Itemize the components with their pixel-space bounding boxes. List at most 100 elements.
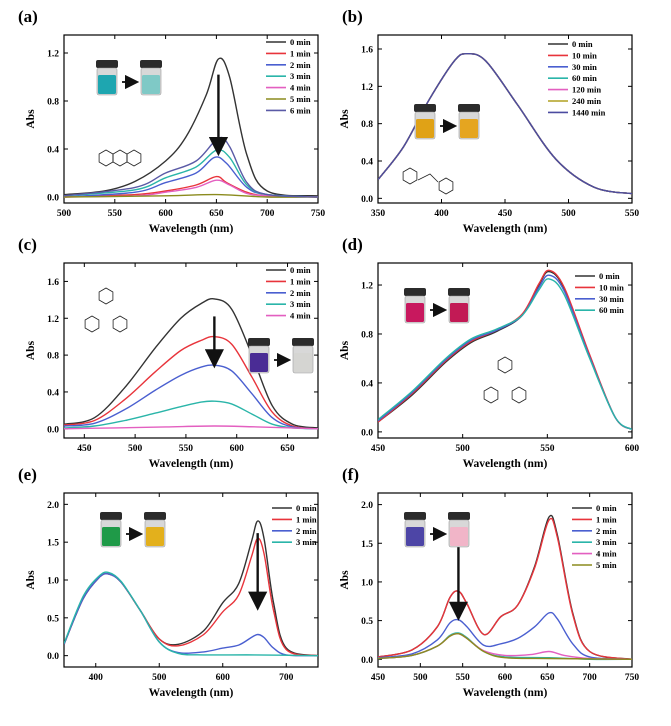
vial-cap bbox=[140, 60, 162, 68]
x-tick-label: 450 bbox=[77, 444, 92, 454]
panel-label: (e) bbox=[18, 465, 37, 484]
vial-after bbox=[448, 512, 470, 548]
y-tick-label: 1.6 bbox=[47, 278, 59, 288]
benzene-ring bbox=[483, 386, 499, 404]
series-line-5-min bbox=[378, 632, 632, 660]
y-tick-label: 0.8 bbox=[47, 352, 59, 362]
y-tick-label: 1.0 bbox=[361, 578, 373, 588]
x-axis-title: Wavelength (nm) bbox=[149, 223, 234, 235]
vial-cap bbox=[96, 60, 118, 68]
series-line-60-min bbox=[378, 278, 632, 431]
molecule-structure bbox=[98, 149, 142, 167]
x-tick-label: 550 bbox=[456, 673, 471, 683]
vial-inset bbox=[100, 512, 166, 548]
legend-entry: 1 min bbox=[290, 48, 311, 58]
panel-label: (f) bbox=[342, 465, 359, 484]
azo-bond bbox=[417, 173, 439, 183]
y-axis-title: Abs bbox=[339, 570, 351, 590]
vial-solution bbox=[460, 119, 478, 138]
x-tick-label: 500 bbox=[413, 673, 428, 683]
vial-before bbox=[100, 512, 122, 548]
vial-after bbox=[292, 338, 314, 374]
series-line-3-min bbox=[64, 400, 318, 430]
legend-entry: 0 min bbox=[572, 39, 593, 49]
x-tick-label: 650 bbox=[540, 673, 555, 683]
vial-before bbox=[404, 512, 426, 548]
legend-entry: 5 min bbox=[290, 94, 311, 104]
vial-inset bbox=[414, 104, 480, 140]
legend-entry: 1 min bbox=[290, 276, 311, 286]
vial-before bbox=[248, 338, 270, 374]
y-tick-label: 0.8 bbox=[361, 120, 373, 130]
vial-before bbox=[404, 288, 426, 324]
legend-entry: 120 min bbox=[572, 85, 601, 95]
legend-entry: 4 min bbox=[290, 311, 311, 321]
legend-entry: 30 min bbox=[599, 294, 624, 304]
vial-before bbox=[96, 60, 118, 96]
plot-frame bbox=[63, 34, 319, 204]
x-tick-label: 650 bbox=[209, 209, 224, 219]
series-line-4-min bbox=[378, 632, 632, 660]
legend-entry: 10 min bbox=[572, 50, 597, 60]
panel-6: (f) 450 500 550 600 650 700 750 0.0 0.5 1.0 1.5 2.0 W… bbox=[339, 465, 639, 699]
x-tick-label: 500 bbox=[456, 444, 471, 454]
benzene-ring bbox=[497, 356, 513, 374]
legend-entry: 0 min bbox=[596, 503, 617, 513]
vial-solution bbox=[146, 527, 164, 546]
series-line-2-min bbox=[64, 572, 318, 657]
benzene-ring bbox=[84, 315, 100, 333]
y-tick-label: 0.5 bbox=[361, 617, 373, 627]
molecule-structure bbox=[483, 356, 527, 404]
x-tick-label: 700 bbox=[583, 673, 598, 683]
molecule-structure bbox=[84, 287, 128, 333]
series-line-1-min bbox=[378, 517, 632, 660]
x-tick-label: 450 bbox=[371, 673, 386, 683]
benzene-ring bbox=[98, 287, 114, 305]
vial-cap bbox=[144, 512, 166, 520]
y-axis-title: Abs bbox=[25, 570, 37, 590]
series-line-4-min bbox=[64, 179, 318, 198]
legend-entry: 0 min bbox=[599, 271, 620, 281]
series-group bbox=[64, 298, 318, 430]
vial-after bbox=[140, 60, 162, 96]
y-tick-label: 1.2 bbox=[361, 83, 373, 93]
x-tick-label: 550 bbox=[540, 444, 555, 454]
y-axis-title: Abs bbox=[339, 340, 351, 360]
y-tick-label: 0.4 bbox=[47, 388, 59, 398]
benzene-ring bbox=[112, 315, 128, 333]
y-tick-label: 0.0 bbox=[361, 656, 373, 666]
x-tick-label: 600 bbox=[158, 209, 173, 219]
x-tick-label: 750 bbox=[311, 209, 326, 219]
legend-entry: 2 min bbox=[296, 526, 317, 536]
x-tick-label: 500 bbox=[57, 209, 72, 219]
y-tick-label: 0.4 bbox=[361, 379, 373, 389]
legend-entry: 1 min bbox=[296, 514, 317, 524]
x-tick-label: 650 bbox=[280, 444, 295, 454]
legend-entry: 60 min bbox=[572, 73, 597, 83]
legend-entry: 0 min bbox=[290, 37, 311, 47]
y-tick-label: 0.5 bbox=[47, 614, 59, 624]
vial-inset bbox=[404, 288, 470, 324]
vial-cap bbox=[414, 104, 436, 112]
vial-solution bbox=[294, 353, 312, 372]
legend-entry: 3 min bbox=[596, 537, 617, 547]
x-tick-label: 600 bbox=[498, 673, 513, 683]
x-axis-title: Wavelength (nm) bbox=[463, 687, 548, 699]
vial-cap bbox=[100, 512, 122, 520]
legend-entry: 0 min bbox=[290, 265, 311, 275]
x-axis-title: Wavelength (nm) bbox=[463, 223, 548, 235]
x-axis-title: Wavelength (nm) bbox=[149, 687, 234, 699]
vial-solution bbox=[102, 527, 120, 546]
y-tick-label: 0.0 bbox=[361, 428, 373, 438]
legend-entry: 4 min bbox=[596, 549, 617, 559]
vial-inset bbox=[404, 512, 470, 548]
y-tick-label: 1.0 bbox=[47, 577, 59, 587]
y-tick-label: 0.0 bbox=[47, 652, 59, 662]
vial-cap bbox=[292, 338, 314, 346]
vial-after bbox=[448, 288, 470, 324]
legend-entry: 3 min bbox=[290, 71, 311, 81]
legend-entry: 2 min bbox=[596, 526, 617, 536]
